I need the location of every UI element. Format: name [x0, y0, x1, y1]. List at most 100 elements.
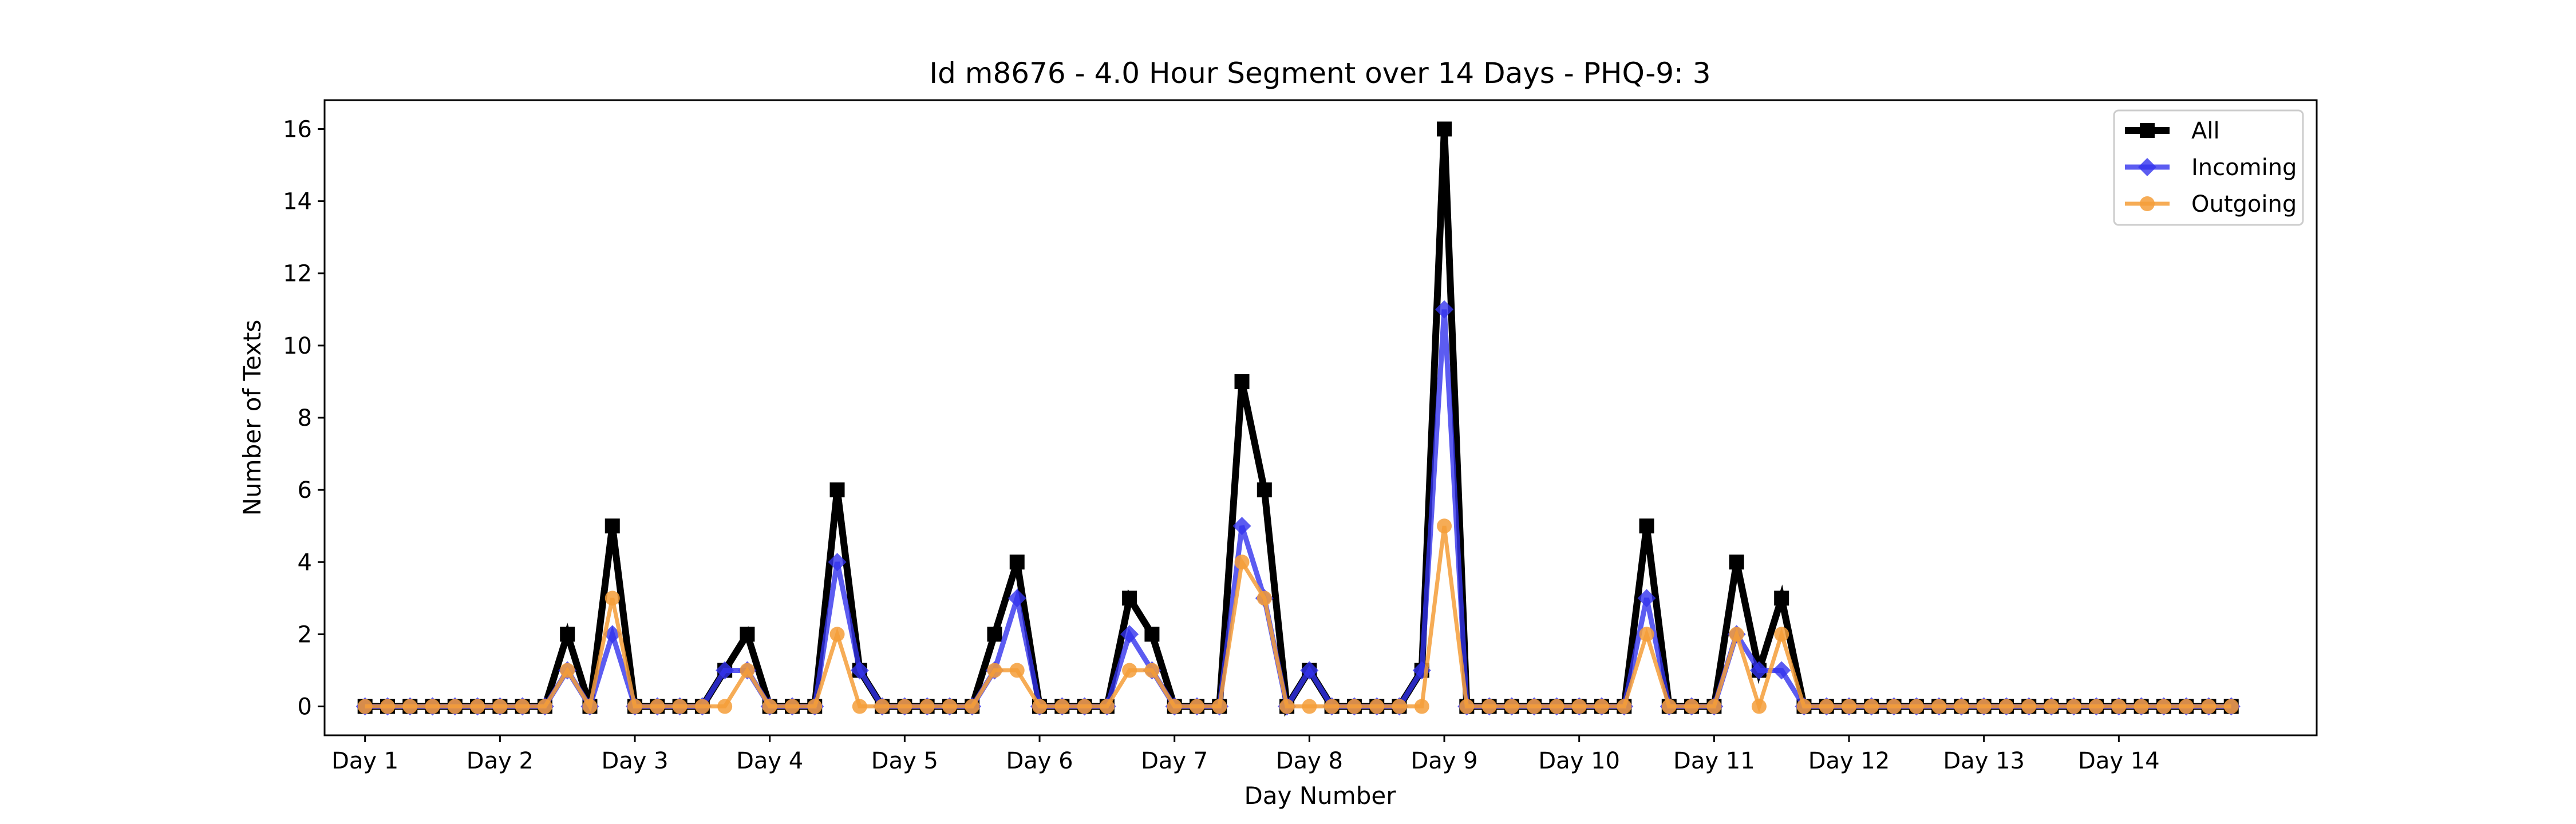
data-point-all	[560, 627, 575, 642]
y-tick-label: 10	[283, 333, 312, 359]
data-point-outgoing	[1639, 627, 1654, 642]
data-point-outgoing	[1571, 699, 1587, 714]
data-point-outgoing	[605, 591, 620, 606]
data-point-outgoing	[875, 699, 890, 714]
data-point-outgoing	[1909, 699, 1924, 714]
data-point-outgoing	[1661, 699, 1677, 714]
data-point-outgoing	[694, 699, 710, 714]
legend-swatch-marker	[2140, 196, 2155, 211]
data-point-outgoing	[987, 663, 1002, 678]
data-point-outgoing	[1617, 699, 1632, 714]
data-point-incoming	[828, 553, 847, 572]
data-point-outgoing	[1257, 591, 1272, 606]
series-incoming	[355, 300, 2241, 716]
data-point-all	[1122, 591, 1137, 606]
y-tick-label: 4	[298, 549, 312, 576]
data-point-outgoing	[1864, 699, 1879, 714]
y-tick-label: 0	[298, 694, 312, 720]
data-point-all	[1144, 627, 1160, 642]
data-point-all	[1257, 482, 1272, 498]
data-point-all	[1009, 554, 1025, 570]
data-point-all	[1437, 121, 1452, 137]
x-tick-label: Day 3	[601, 748, 668, 774]
x-tick-label: Day 9	[1411, 748, 1477, 774]
series-line-incoming	[365, 309, 2231, 714]
data-point-outgoing	[807, 699, 823, 714]
data-point-outgoing	[402, 699, 418, 714]
legend-label: All	[2191, 118, 2220, 144]
x-tick-label: Day 11	[1673, 748, 1755, 774]
data-point-outgoing	[1122, 663, 1137, 678]
y-tick-label: 12	[283, 261, 312, 287]
data-point-incoming	[1008, 589, 1026, 608]
data-point-all	[987, 627, 1002, 642]
legend-item-incoming: Incoming	[2125, 154, 2297, 181]
x-tick-label: Day 5	[871, 748, 938, 774]
data-point-outgoing	[357, 699, 373, 714]
x-tick-label: Day 13	[1943, 748, 2025, 774]
series-line-outgoing	[365, 525, 2231, 714]
data-point-outgoing	[1976, 699, 1992, 714]
data-point-outgoing	[1504, 699, 1519, 714]
data-point-outgoing	[784, 699, 800, 714]
x-tick-label: Day 10	[1538, 748, 1620, 774]
y-axis: 0 2 4 6 8 10 12 14 16	[283, 116, 325, 720]
data-point-outgoing	[1077, 699, 1092, 714]
legend-label: Incoming	[2191, 154, 2297, 181]
data-point-outgoing	[852, 699, 867, 714]
data-point-outgoing	[447, 699, 463, 714]
data-point-all	[1639, 518, 1654, 534]
data-point-outgoing	[1144, 663, 1160, 678]
data-point-outgoing	[1684, 699, 1700, 714]
series-layer	[355, 121, 2241, 717]
data-point-incoming	[1435, 300, 1454, 319]
legend-swatch-marker	[2140, 123, 2155, 138]
data-point-incoming	[1749, 661, 1768, 680]
data-point-outgoing	[1167, 699, 1182, 714]
y-tick-label: 2	[298, 621, 312, 648]
series-all	[357, 121, 2239, 717]
data-point-outgoing	[2111, 699, 2127, 714]
data-point-outgoing	[1369, 699, 1385, 714]
data-point-incoming	[850, 661, 869, 680]
data-point-incoming	[1120, 625, 1139, 644]
series-line-all	[365, 129, 2231, 717]
data-point-outgoing	[650, 699, 665, 714]
data-point-outgoing	[1527, 699, 1542, 714]
data-point-outgoing	[1032, 699, 1048, 714]
x-tick-label: Day 6	[1006, 748, 1073, 774]
data-point-outgoing	[492, 699, 508, 714]
data-point-outgoing	[1099, 699, 1115, 714]
data-point-outgoing	[717, 699, 733, 714]
legend-item-outgoing: Outgoing	[2125, 191, 2297, 217]
data-point-outgoing	[1954, 699, 1969, 714]
data-point-outgoing	[2089, 699, 2104, 714]
data-point-outgoing	[942, 699, 957, 714]
data-point-outgoing	[919, 699, 935, 714]
legend: All Incoming Outgoing	[2113, 109, 2304, 226]
y-tick-label: 14	[283, 189, 312, 215]
data-point-outgoing	[2201, 699, 2217, 714]
data-point-outgoing	[1842, 699, 1857, 714]
data-point-incoming	[1300, 661, 1319, 680]
data-point-outgoing	[1302, 699, 1317, 714]
x-tick-label: Day 1	[331, 748, 398, 774]
y-axis-label: Number of Texts	[238, 320, 266, 516]
chart-title: Id m8676 - 4.0 Hour Segment over 14 Days…	[929, 57, 1710, 90]
x-tick-label: Day 8	[1276, 748, 1343, 774]
legend-label: Outgoing	[2191, 191, 2297, 217]
data-point-outgoing	[965, 699, 980, 714]
y-tick-label: 8	[298, 405, 312, 431]
data-point-outgoing	[425, 699, 440, 714]
x-axis-label: Day Number	[1244, 782, 1396, 810]
data-point-outgoing	[1234, 554, 1250, 570]
data-point-incoming	[1637, 589, 1656, 608]
data-point-outgoing	[740, 663, 755, 678]
x-axis: Day 1 Day 2 Day 3 Day 4 Day 5 Day 6 Day 7 Day 8…	[331, 735, 2160, 774]
data-point-outgoing	[897, 699, 912, 714]
data-point-outgoing	[1886, 699, 1902, 714]
x-tick-label: Day 14	[2078, 748, 2160, 774]
data-point-all	[1729, 554, 1744, 570]
data-point-outgoing	[762, 699, 777, 714]
data-point-outgoing	[2134, 699, 2149, 714]
